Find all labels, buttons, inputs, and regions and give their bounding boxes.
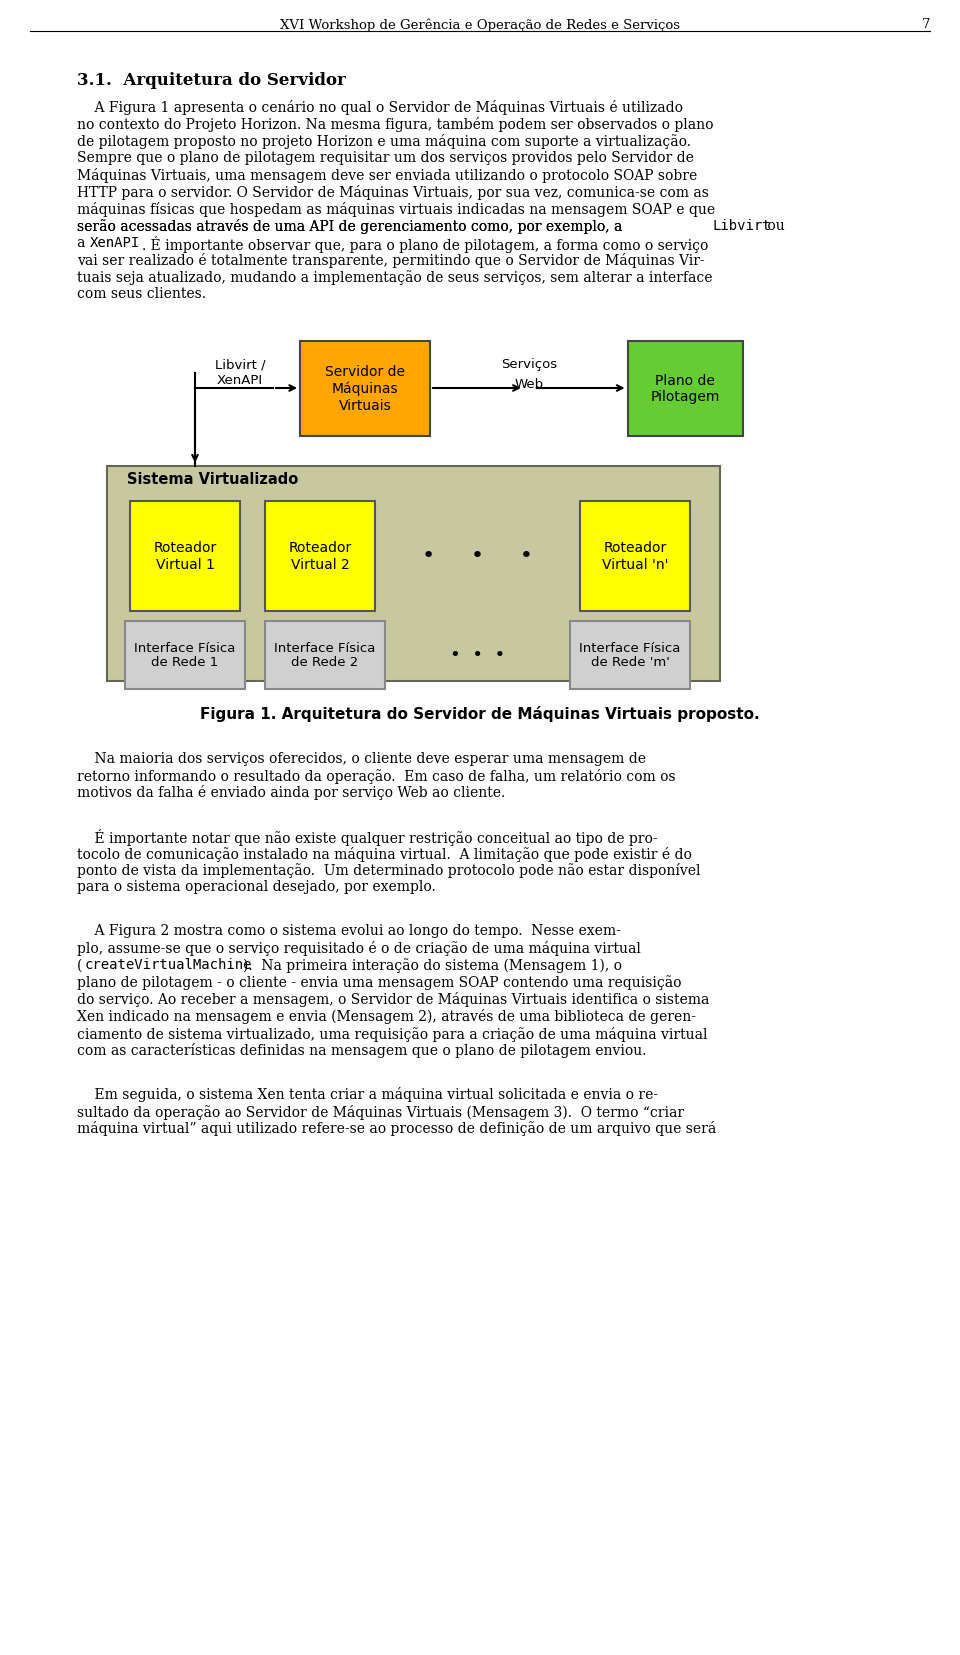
Bar [570,621,690,688]
Text: XenAPI: XenAPI [217,374,263,387]
Text: de pilotagem proposto no projeto Horizon e uma máquina com suporte a virtualizaç: de pilotagem proposto no projeto Horizon… [77,134,691,149]
Bar [300,341,430,437]
Text: plano de pilotagem - o cliente - envia uma mensagem SOAP contendo uma requisição: plano de pilotagem - o cliente - envia u… [77,975,682,990]
Text: . É importante observar que, para o plano de pilotagem, a forma como o serviço: . É importante observar que, para o plan… [142,237,708,253]
Text: Xen indicado na mensagem e envia (Mensagem 2), através de uma biblioteca de gere: Xen indicado na mensagem e envia (Mensag… [77,1010,696,1024]
Text: Na maioria dos serviços oferecidos, o cliente deve esperar uma mensagem de: Na maioria dos serviços oferecidos, o cl… [77,751,646,765]
Bar [107,467,720,682]
Text: do serviço. Ao receber a mensagem, o Servidor de Máquinas Virtuais identifica o : do serviço. Ao receber a mensagem, o Ser… [77,991,709,1006]
Text: retorno informando o resultado da operação.  Em caso de falha, um relatório com : retorno informando o resultado da operaç… [77,768,676,783]
Text: vai ser realizado é totalmente transparente, permitindo que o Servidor de Máquin: vai ser realizado é totalmente transpare… [77,253,705,268]
Text: 7: 7 [922,18,930,31]
Text: Em seguida, o sistema Xen tenta criar a máquina virtual solicitada e envia o re-: Em seguida, o sistema Xen tenta criar a … [77,1087,659,1102]
Text: Figura 1. Arquitetura do Servidor de Máquinas Virtuais proposto.: Figura 1. Arquitetura do Servidor de Máq… [201,707,759,722]
Text: XenAPI: XenAPI [90,237,140,250]
Text: Sistema Virtualizado: Sistema Virtualizado [127,472,299,487]
Text: Serviços: Serviços [501,357,557,371]
Text: com as características definidas na mensagem que o plano de pilotagem enviou.: com as características definidas na mens… [77,1043,646,1058]
Text: no contexto do Projeto Horizon. Na mesma figura, também podem ser observados o p: no contexto do Projeto Horizon. Na mesma… [77,118,713,132]
Text: •  •  •: • • • [450,645,505,664]
Text: Roteador
Virtual 2: Roteador Virtual 2 [288,541,351,571]
Text: plo, assume-se que o serviço requisitado é o de criação de uma máquina virtual: plo, assume-se que o serviço requisitado… [77,942,641,957]
Text: Servidor de
Máquinas
Virtuais: Servidor de Máquinas Virtuais [325,366,405,412]
Text: para o sistema operacional desejado, por exemplo.: para o sistema operacional desejado, por… [77,880,436,894]
Bar [265,621,385,688]
Text: ciamento de sistema virtualizado, uma requisição para a criação de uma máquina v: ciamento de sistema virtualizado, uma re… [77,1026,708,1041]
Text: Plano de
Pilotagem: Plano de Pilotagem [650,374,720,404]
Text: É importante notar que não existe qualquer restrição conceitual ao tipo de pro-: É importante notar que não existe qualqu… [77,829,658,846]
Text: tocolo de comunicação instalado na máquina virtual.  A limitação que pode existi: tocolo de comunicação instalado na máqui… [77,846,692,861]
Text: HTTP para o servidor. O Servidor de Máquinas Virtuais, por sua vez, comunica-se : HTTP para o servidor. O Servidor de Máqu… [77,185,708,200]
Text: Libvirt: Libvirt [713,218,772,233]
Text: •     •     •: • • • [422,546,533,566]
Text: serão acessadas através de uma API de gerenciamento como, por exemplo, a: serão acessadas através de uma API de ge… [77,218,627,233]
Text: Web: Web [515,377,543,391]
Text: a: a [77,237,89,250]
Text: ponto de vista da implementação.  Um determinado protocolo pode não estar dispon: ponto de vista da implementação. Um dete… [77,862,701,877]
Text: XVI Workshop de Gerência e Operação de Redes e Serviços: XVI Workshop de Gerência e Operação de R… [280,18,680,31]
Text: Roteador
Virtual 1: Roteador Virtual 1 [154,541,217,571]
Text: (: ( [77,958,83,971]
Text: Libvirt /: Libvirt / [215,357,265,371]
Text: 3.1.  Arquitetura do Servidor: 3.1. Arquitetura do Servidor [77,71,346,89]
Text: Interface Física
de Rede 'm': Interface Física de Rede 'm' [579,640,681,669]
Text: Sempre que o plano de pilotagem requisitar um dos serviços providos pelo Servido: Sempre que o plano de pilotagem requisit… [77,151,694,166]
Text: com seus clientes.: com seus clientes. [77,286,206,301]
Bar [628,341,742,437]
Text: máquina virtual” aqui utilizado refere-se ao processo de definição de um arquivo: máquina virtual” aqui utilizado refere-s… [77,1120,716,1135]
Bar [125,621,245,688]
Text: ).  Na primeira interação do sistema (Mensagem 1), o: ). Na primeira interação do sistema (Men… [243,958,622,973]
Bar [130,501,240,611]
Text: A Figura 1 apresenta o cenário no qual o Servidor de Máquinas Virtuais é utiliza: A Figura 1 apresenta o cenário no qual o… [77,99,683,114]
Text: Roteador
Virtual 'n': Roteador Virtual 'n' [602,541,668,571]
Text: serão acessadas através de uma API de gerenciamento como, por exemplo, a: serão acessadas através de uma API de ge… [77,218,627,233]
Text: motivos da falha é enviado ainda por serviço Web ao cliente.: motivos da falha é enviado ainda por ser… [77,784,505,799]
Text: máquinas físicas que hospedam as máquinas virtuais indicadas na mensagem SOAP e : máquinas físicas que hospedam as máquina… [77,202,715,217]
Text: Interface Física
de Rede 1: Interface Física de Rede 1 [134,640,236,669]
Text: tuais seja atualizado, mudando a implementação de seus serviços, sem alterar a i: tuais seja atualizado, mudando a impleme… [77,270,712,285]
Text: sultado da operação ao Servidor de Máquinas Virtuais (Mensagem 3).  O termo “cri: sultado da operação ao Servidor de Máqui… [77,1104,684,1119]
Text: Máquinas Virtuais, uma mensagem deve ser enviada utilizando o protocolo SOAP sob: Máquinas Virtuais, uma mensagem deve ser… [77,167,697,184]
Text: A Figura 2 mostra como o sistema evolui ao longo do tempo.  Nesse exem-: A Figura 2 mostra como o sistema evolui … [77,923,621,938]
Bar [580,501,690,611]
Text: createVirtualMachine: createVirtualMachine [85,958,252,971]
Text: ou: ou [763,218,784,233]
Text: Interface Física
de Rede 2: Interface Física de Rede 2 [275,640,375,669]
Bar [265,501,375,611]
